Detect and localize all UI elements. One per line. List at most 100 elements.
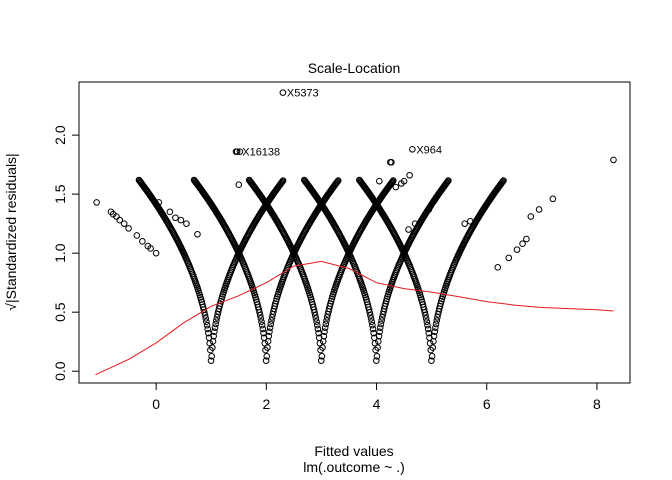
data-point [428,357,435,364]
x-tick-label: 8 [593,396,601,412]
data-point [374,344,381,351]
data-point [320,332,328,340]
data-point [424,321,431,329]
data-point [211,324,219,331]
data-point [519,240,526,248]
data-point [376,328,383,335]
y-tick-label: 0.5 [52,302,68,322]
data-point [367,312,374,319]
outlier-label: X964 [416,144,442,156]
x-tick-label: 6 [483,396,491,412]
data-point [505,254,513,262]
data-point [373,352,381,360]
data-point [421,309,429,316]
data-point [461,220,469,227]
data-point [317,357,325,364]
data-point [333,179,341,186]
data-point [172,214,179,222]
data-point [155,199,163,206]
data-point [194,230,201,238]
data-point [375,177,383,185]
data-point [388,179,396,186]
data-point [203,321,211,329]
data-point [93,199,100,206]
data-point [125,225,132,232]
points-layer [93,89,617,364]
x-tick-label: 4 [373,396,381,412]
data-point [256,309,263,316]
data-point [266,328,273,335]
y-axis: 0.0 0.5 1.0 1.5 2.0 [52,125,80,381]
x-axis: 0 2 4 6 8 [152,382,601,412]
data-point [375,332,383,340]
data-point [133,232,141,239]
data-point [279,177,287,184]
data-point [369,321,376,329]
outlier-label: X5373 [287,88,319,100]
data-point [400,177,408,185]
annotations-layer: X5373 X16138 X964 [242,88,442,159]
data-point [311,312,319,319]
data-point [267,320,275,328]
data-point [258,318,265,325]
data-point [207,357,215,364]
data-point [373,357,380,364]
data-point [268,317,275,324]
data-point [319,344,326,351]
data-point [321,324,329,331]
y-axis-label: √|Standardized residuals| [3,153,19,310]
data-point [256,312,264,319]
data-point [312,315,320,322]
data-point [389,177,397,184]
data-point [368,318,375,325]
data-point [259,325,267,333]
data-point [409,145,416,153]
x-axis-label: Fitted values [314,443,393,459]
data-point [311,309,318,316]
data-point [233,148,241,155]
data-point [323,314,331,321]
data-point [499,178,507,185]
data-point [204,325,212,333]
data-point [212,320,219,328]
data-point [263,352,271,360]
smooth-line-layer [95,260,614,376]
data-point [120,220,128,227]
data-point [406,171,413,179]
data-point [279,178,286,185]
data-point [378,317,385,324]
data-point [203,318,210,325]
data-point [494,264,502,271]
data-point [257,315,265,322]
data-point [378,314,386,321]
data-point [314,325,322,333]
y-tick-label: 1.0 [52,243,68,263]
y-tick-label: 1.5 [52,184,68,204]
data-point [370,329,377,337]
data-point [266,324,274,331]
data-point [425,206,433,213]
plot-frame [78,81,631,384]
data-point [177,216,185,224]
data-point [431,328,439,335]
data-point [318,352,326,360]
data-point [334,177,342,184]
data-point [445,177,452,184]
data-point [265,332,273,340]
data-point [264,344,271,351]
data-point [434,314,441,321]
data-point [405,226,412,233]
data-point [432,324,439,331]
data-point [422,315,430,322]
data-point [147,245,154,252]
x-tick-label: 2 [262,396,270,412]
data-point [549,195,557,203]
y-tick-label: 2.0 [52,125,68,145]
data-point [466,217,474,225]
data-point [513,246,521,253]
data-point [369,325,377,333]
data-point [236,148,244,155]
data-point [428,352,436,360]
data-point [278,179,286,186]
